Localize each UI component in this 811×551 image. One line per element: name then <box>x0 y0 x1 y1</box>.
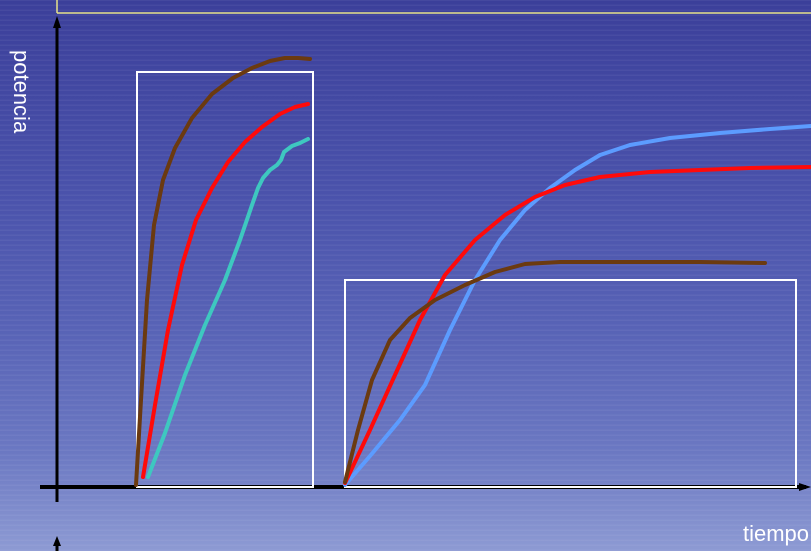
x-axis-label: tiempo <box>742 521 809 546</box>
second-y-axis-arrow <box>53 536 61 546</box>
left-box <box>136 71 314 488</box>
y-axis-label: potencia <box>9 50 34 134</box>
x-axis-arrow <box>799 483 811 491</box>
left-brown-curve <box>134 56 312 487</box>
right-box <box>344 279 797 488</box>
left-turquoise-curve <box>146 137 310 479</box>
right-red-curve <box>343 165 811 485</box>
right-brown-curve <box>343 260 767 484</box>
y-axis-arrow <box>53 16 61 28</box>
left-red-curve <box>141 102 310 479</box>
right-blue-curve <box>343 124 811 487</box>
